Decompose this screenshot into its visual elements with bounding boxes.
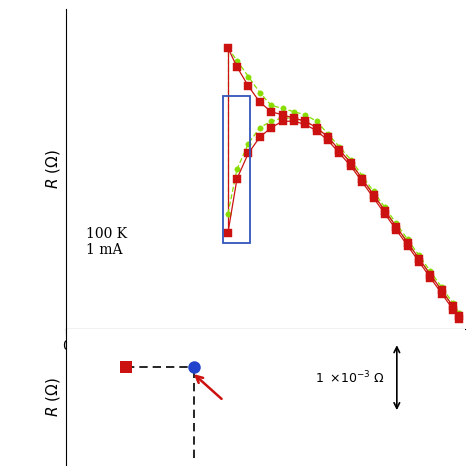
- Text: 100 K
1 mA: 100 K 1 mA: [86, 227, 128, 257]
- X-axis label: $H\ \rm{(Oe)}$: $H\ \rm{(Oe)}$: [240, 356, 291, 374]
- Y-axis label: $R\ (\Omega)$: $R\ (\Omega)$: [44, 149, 62, 189]
- Text: $1\ \times\!10^{-3}\ \Omega$: $1\ \times\!10^{-3}\ \Omega$: [315, 369, 385, 386]
- Y-axis label: $R\ (\Omega)$: $R\ (\Omega)$: [44, 377, 62, 417]
- Bar: [223, 96, 249, 243]
